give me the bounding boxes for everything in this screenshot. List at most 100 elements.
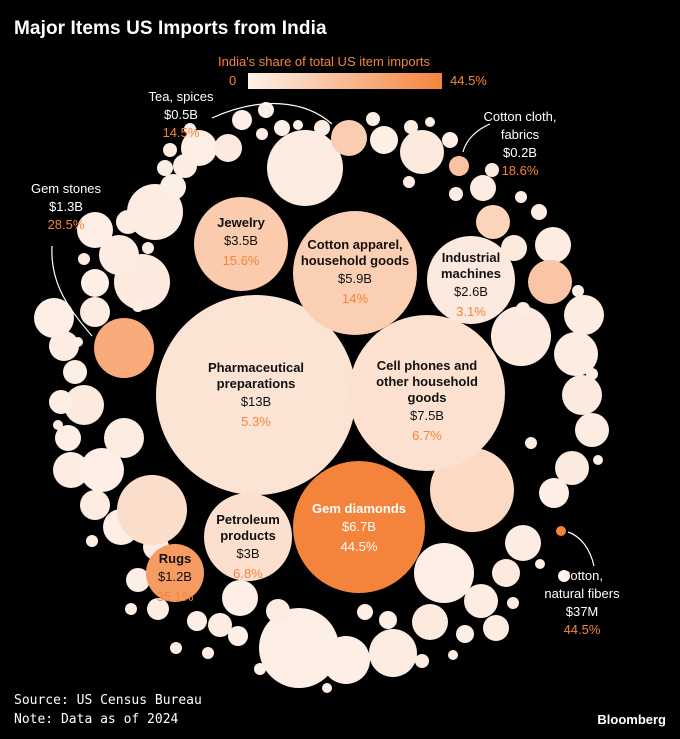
bubble-value-3: $5.9B xyxy=(338,271,372,286)
filler-bubble xyxy=(562,375,602,415)
callout-share-10: 18.6% xyxy=(502,163,539,178)
filler-bubble xyxy=(142,242,154,254)
callout-label-10: fabrics xyxy=(501,127,540,142)
filler-bubble xyxy=(370,126,398,154)
filler-bubble xyxy=(415,654,429,668)
filler-bubble xyxy=(539,478,569,508)
filler-bubble xyxy=(163,143,177,157)
bubble-share-1: 6.7% xyxy=(412,428,442,443)
bubble-label-3: Cotton apparel, xyxy=(307,237,402,252)
filler-bubble xyxy=(531,204,547,220)
filler-bubble xyxy=(366,112,380,126)
filler-bubble xyxy=(214,134,242,162)
callout-share-11: 44.5% xyxy=(564,622,601,637)
filler-bubble xyxy=(259,608,339,688)
callout-label-7: Gem stones xyxy=(31,181,102,196)
filler-bubble xyxy=(202,647,214,659)
filler-bubble xyxy=(515,191,527,203)
filler-bubble xyxy=(501,235,527,261)
filler-bubble xyxy=(258,102,274,118)
bubble-value-5: $3B xyxy=(236,546,259,561)
bubble-5 xyxy=(204,493,292,581)
filler-bubble xyxy=(147,598,169,620)
filler-bubble xyxy=(558,570,570,582)
filler-bubble xyxy=(80,448,124,492)
filler-bubble xyxy=(555,451,589,485)
bubble-share-4: 15.6% xyxy=(223,253,260,268)
source-note: Source: US Census Bureau xyxy=(14,693,202,708)
filler-bubble xyxy=(516,302,530,316)
filler-bubble xyxy=(117,475,187,545)
filler-bubble xyxy=(414,543,474,603)
filler-bubble xyxy=(73,337,83,347)
filler-bubble xyxy=(572,285,584,297)
filler-bubble xyxy=(232,110,252,130)
bubble-share-5: 6.8% xyxy=(233,566,263,581)
bubble-value-4: $3.5B xyxy=(224,233,258,248)
filler-bubble xyxy=(430,448,514,532)
bubble-0 xyxy=(156,295,356,495)
filler-bubble xyxy=(228,626,248,646)
bubble-label-3: household goods xyxy=(301,253,409,268)
filler-bubble xyxy=(322,683,332,693)
callout-label-9: Tea, spices xyxy=(148,89,214,104)
bubble-share-3: 14% xyxy=(342,291,368,306)
filler-bubble xyxy=(104,418,144,458)
bubble-9 xyxy=(331,120,367,156)
bubble-label-6: Industrial xyxy=(442,250,501,265)
filler-bubble xyxy=(208,613,232,637)
filler-bubble xyxy=(77,212,113,248)
filler-bubble xyxy=(254,663,266,675)
bubble-value-1: $7.5B xyxy=(410,408,444,423)
bubble-label-8: Rugs xyxy=(159,551,192,566)
filler-bubble xyxy=(528,260,572,304)
filler-bubble xyxy=(99,235,139,275)
bubble-value-2: $6.7B xyxy=(342,519,376,534)
filler-bubble xyxy=(55,425,81,451)
legend-min-label: 0 xyxy=(229,73,237,88)
callout-arrow-10 xyxy=(462,123,491,153)
bubble-label-1: Cell phones and xyxy=(377,358,477,373)
bubble-label-5: Petroleum xyxy=(216,512,280,527)
filler-bubble xyxy=(505,525,541,561)
filler-bubble xyxy=(184,123,196,135)
bubble-label-0: preparations xyxy=(217,376,296,391)
filler-bubble xyxy=(126,568,150,592)
filler-bubble xyxy=(379,611,397,629)
filler-bubble xyxy=(535,559,545,569)
callout-value-11: $37M xyxy=(566,604,599,619)
filler-bubble xyxy=(492,559,520,587)
bubble-2 xyxy=(293,461,425,593)
filler-bubble xyxy=(593,455,603,465)
filler-bubble xyxy=(256,128,268,140)
chart-title: Major Items US Imports from India xyxy=(14,18,327,39)
bubble-value-0: $13B xyxy=(241,394,271,409)
filler-bubble xyxy=(586,368,598,380)
callout-arrow-7 xyxy=(51,245,93,337)
filler-bubble xyxy=(412,604,448,640)
filler-bubble xyxy=(314,120,330,136)
bubble-value-8: $1.2B xyxy=(158,569,192,584)
bubble-share-8: 35.1% xyxy=(157,589,194,604)
filler-bubble xyxy=(86,535,98,547)
filler-bubble xyxy=(125,603,137,615)
filler-bubble xyxy=(491,306,551,366)
filler-bubble xyxy=(525,437,537,449)
filler-bubble xyxy=(64,385,104,425)
filler-bubble xyxy=(267,130,343,206)
filler-bubble xyxy=(80,297,110,327)
filler-bubble xyxy=(53,420,63,430)
filler-bubble xyxy=(160,174,186,200)
filler-bubble xyxy=(266,599,290,623)
filler-bubble xyxy=(369,629,417,677)
filler-bubble xyxy=(181,130,217,166)
filler-bubble xyxy=(157,160,173,176)
bubble-8 xyxy=(146,544,204,602)
filler-bubble xyxy=(49,331,79,361)
bubble-label-1: goods xyxy=(408,390,447,405)
filler-bubble xyxy=(53,452,89,488)
callout-label-10: Cotton cloth, xyxy=(484,109,557,124)
filler-bubble xyxy=(404,120,418,134)
callout-label-11: natural fibers xyxy=(544,586,620,601)
